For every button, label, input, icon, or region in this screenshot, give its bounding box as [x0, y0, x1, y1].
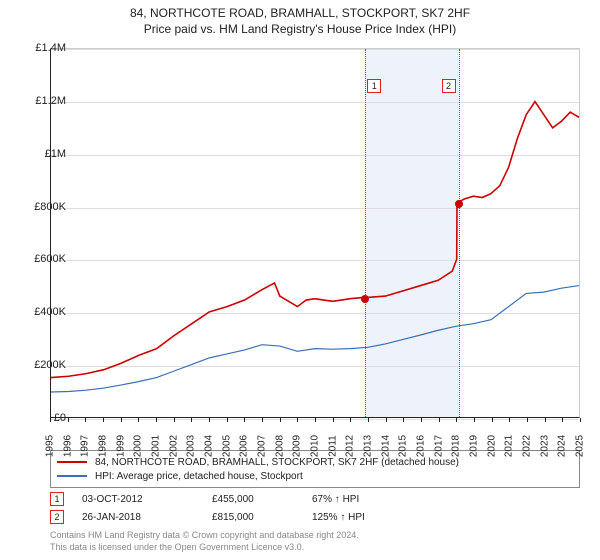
x-axis-label: 2022	[522, 435, 533, 457]
x-axis-label: 1999	[115, 435, 126, 457]
legend-label: 84, NORTHCOTE ROAD, BRAMHALL, STOCKPORT,…	[95, 457, 459, 468]
x-axis-tick	[403, 418, 404, 422]
x-axis-tick	[421, 418, 422, 422]
series-svg	[51, 49, 579, 417]
x-axis-tick	[244, 418, 245, 422]
x-axis-tick	[174, 418, 175, 422]
x-axis-label: 2018	[451, 435, 462, 457]
table-price: £455,000	[212, 494, 312, 505]
x-axis-tick	[227, 418, 228, 422]
footer-line1: Contains HM Land Registry data © Crown c…	[50, 530, 359, 542]
x-axis-label: 2014	[380, 435, 391, 457]
y-axis-label: £1M	[22, 148, 66, 160]
x-axis-label: 2021	[504, 435, 515, 457]
x-axis-label: 2017	[433, 435, 444, 457]
x-axis-tick	[509, 418, 510, 422]
x-axis-tick	[492, 418, 493, 422]
x-axis-tick	[156, 418, 157, 422]
title-block: 84, NORTHCOTE ROAD, BRAMHALL, STOCKPORT,…	[0, 0, 600, 36]
legend-swatch	[57, 475, 87, 477]
x-axis-tick	[280, 418, 281, 422]
legend-row: HPI: Average price, detached house, Stoc…	[57, 469, 573, 483]
x-axis-tick	[103, 418, 104, 422]
x-axis-label: 2002	[168, 435, 179, 457]
x-axis-label: 2025	[575, 435, 586, 457]
y-axis-label: £0	[22, 412, 66, 424]
x-axis-label: 2011	[327, 435, 338, 457]
legend-label: HPI: Average price, detached house, Stoc…	[95, 471, 303, 482]
x-axis-tick	[527, 418, 528, 422]
x-axis-label: 1996	[62, 435, 73, 457]
y-axis-label: £800K	[22, 201, 66, 213]
table-price: £815,000	[212, 512, 312, 523]
sale-point	[361, 295, 369, 303]
x-axis-label: 2010	[310, 435, 321, 457]
series-line	[51, 102, 579, 378]
table-marker-box: 1	[50, 492, 64, 506]
x-axis-label: 2004	[204, 435, 215, 457]
x-axis-tick	[138, 418, 139, 422]
x-axis-tick	[474, 418, 475, 422]
x-axis-tick	[121, 418, 122, 422]
x-axis-label: 2016	[416, 435, 427, 457]
x-axis-tick	[545, 418, 546, 422]
title-subtitle: Price paid vs. HM Land Registry's House …	[0, 22, 600, 36]
footer-attribution: Contains HM Land Registry data © Crown c…	[50, 530, 359, 553]
sale-point	[455, 200, 463, 208]
x-axis-label: 2001	[151, 435, 162, 457]
x-axis-tick	[297, 418, 298, 422]
y-axis-label: £1.4M	[22, 42, 66, 54]
y-axis-label: £600K	[22, 253, 66, 265]
x-axis-tick	[315, 418, 316, 422]
x-axis-tick	[368, 418, 369, 422]
x-axis-tick	[350, 418, 351, 422]
x-axis-label: 2000	[133, 435, 144, 457]
chart-container: 84, NORTHCOTE ROAD, BRAMHALL, STOCKPORT,…	[0, 0, 600, 560]
table-pct: 125% ↑ HPI	[312, 512, 442, 523]
y-axis-label: £200K	[22, 359, 66, 371]
table-marker-box: 2	[50, 510, 64, 524]
x-axis-label: 2009	[292, 435, 303, 457]
sales-table: 1 03-OCT-2012£455,00067% ↑ HPI 2 26-JAN-201…	[50, 490, 442, 526]
x-axis-label: 2012	[345, 435, 356, 457]
x-axis-label: 2020	[486, 435, 497, 457]
x-axis-label: 2019	[469, 435, 480, 457]
footer-line2: This data is licensed under the Open Gov…	[50, 542, 359, 554]
y-axis-label: £1.2M	[22, 95, 66, 107]
x-axis-label: 2024	[557, 435, 568, 457]
table-row: 1 03-OCT-2012£455,00067% ↑ HPI	[50, 490, 442, 508]
x-axis-label: 1995	[45, 435, 56, 457]
x-axis-tick	[262, 418, 263, 422]
x-axis-tick	[191, 418, 192, 422]
chart-plot-area: 12	[50, 48, 580, 418]
x-axis-label: 2003	[186, 435, 197, 457]
legend-swatch	[57, 461, 87, 463]
x-axis-tick	[50, 418, 51, 422]
x-axis-tick	[333, 418, 334, 422]
x-axis-tick	[68, 418, 69, 422]
x-axis-label: 2013	[363, 435, 374, 457]
x-axis-tick	[456, 418, 457, 422]
x-axis-tick	[562, 418, 563, 422]
y-axis-label: £400K	[22, 306, 66, 318]
x-axis-label: 2007	[257, 435, 268, 457]
x-axis-tick	[386, 418, 387, 422]
x-axis-label: 2023	[539, 435, 550, 457]
x-axis-label: 2008	[274, 435, 285, 457]
table-date: 26-JAN-2018	[82, 512, 212, 523]
x-axis-label: 1997	[80, 435, 91, 457]
x-axis-tick	[85, 418, 86, 422]
x-axis-tick	[209, 418, 210, 422]
table-date: 03-OCT-2012	[82, 494, 212, 505]
x-axis-label: 2015	[398, 435, 409, 457]
x-axis-label: 2006	[239, 435, 250, 457]
table-row: 2 26-JAN-2018£815,000125% ↑ HPI	[50, 508, 442, 526]
series-line	[51, 286, 579, 392]
x-axis-tick	[439, 418, 440, 422]
x-axis-label: 1998	[98, 435, 109, 457]
table-pct: 67% ↑ HPI	[312, 494, 442, 505]
title-address: 84, NORTHCOTE ROAD, BRAMHALL, STOCKPORT,…	[0, 6, 600, 20]
x-axis-label: 2005	[221, 435, 232, 457]
x-axis-tick	[580, 418, 581, 422]
